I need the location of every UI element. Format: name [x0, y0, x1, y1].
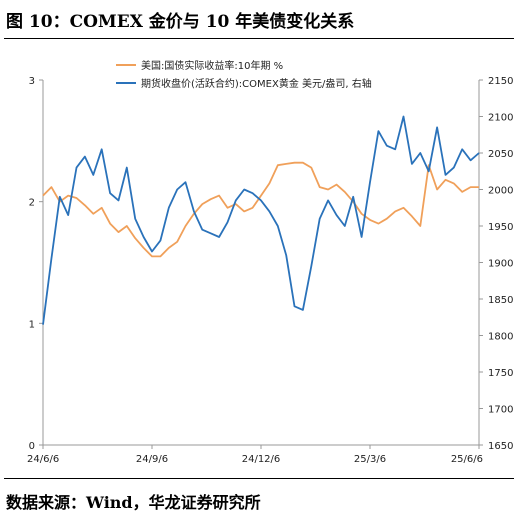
- right-tick-label: 1700: [488, 405, 513, 416]
- x-tick-label: 24/6/6: [27, 454, 59, 465]
- right-tick-label: 1650: [488, 441, 513, 452]
- gold-price-line: [42, 115, 480, 325]
- right-tick-label: 1750: [488, 368, 513, 379]
- x-tick-label: 24/9/6: [136, 454, 168, 465]
- left-tick-label: 2: [29, 198, 35, 209]
- x-tick-label: 25/6/6: [451, 454, 483, 465]
- right-tick-label: 1850: [488, 295, 513, 306]
- right-tick-label: 1800: [488, 332, 513, 343]
- x-axis-ticks: 24/6/6 24/9/6 24/12/6 25/3/6 25/6/6: [27, 445, 483, 465]
- left-tick-label: 1: [29, 319, 35, 330]
- x-tick-label: 24/12/6: [242, 454, 281, 465]
- left-axis-ticks: 0 1 2 3: [29, 76, 43, 452]
- right-tick-label: 2000: [488, 186, 513, 197]
- legend-label-treasury: 美国:国债实际收益率:10年期 %: [141, 59, 283, 72]
- x-tick-label: 25/3/6: [354, 454, 386, 465]
- right-tick-label: 1950: [488, 222, 513, 233]
- series-lines: [42, 115, 480, 325]
- chart-axes: [42, 80, 480, 446]
- treasury-yield-line: [42, 161, 479, 258]
- legend-label-gold: 期货收盘价(活跃合约):COMEX黄金 美元/盎司, 右轴: [141, 77, 372, 90]
- left-tick-label: 0: [29, 441, 35, 452]
- bottom-rule: [4, 478, 514, 479]
- top-rule: [4, 38, 514, 39]
- chart-legend: 美国:国债实际收益率:10年期 % 期货收盘价(活跃合约):COMEX黄金 美元/…: [116, 59, 372, 90]
- right-tick-label: 1900: [488, 259, 513, 270]
- right-tick-label: 2100: [488, 113, 513, 124]
- figure-title: 图 10：COMEX 金价与 10 年美债变化关系: [6, 12, 355, 32]
- right-tick-label: 2050: [488, 149, 513, 160]
- left-tick-label: 3: [29, 76, 35, 87]
- line-chart: 0 1 2 3 1650 1700 1750 1800 1850 1900 1950 2000 205…: [27, 59, 513, 465]
- right-axis-ticks: 1650 1700 1750 1800 1850 1900 1950 2000 2050 2100…: [479, 76, 513, 452]
- source-note: 数据来源：Wind，华龙证券研究所: [6, 493, 261, 512]
- right-tick-label: 2150: [488, 76, 513, 87]
